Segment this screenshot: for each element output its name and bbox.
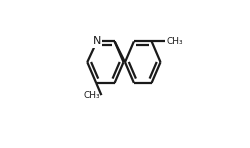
Text: CH₃: CH₃ <box>83 91 100 100</box>
Text: CH₃: CH₃ <box>166 37 183 46</box>
Text: N: N <box>93 36 101 46</box>
